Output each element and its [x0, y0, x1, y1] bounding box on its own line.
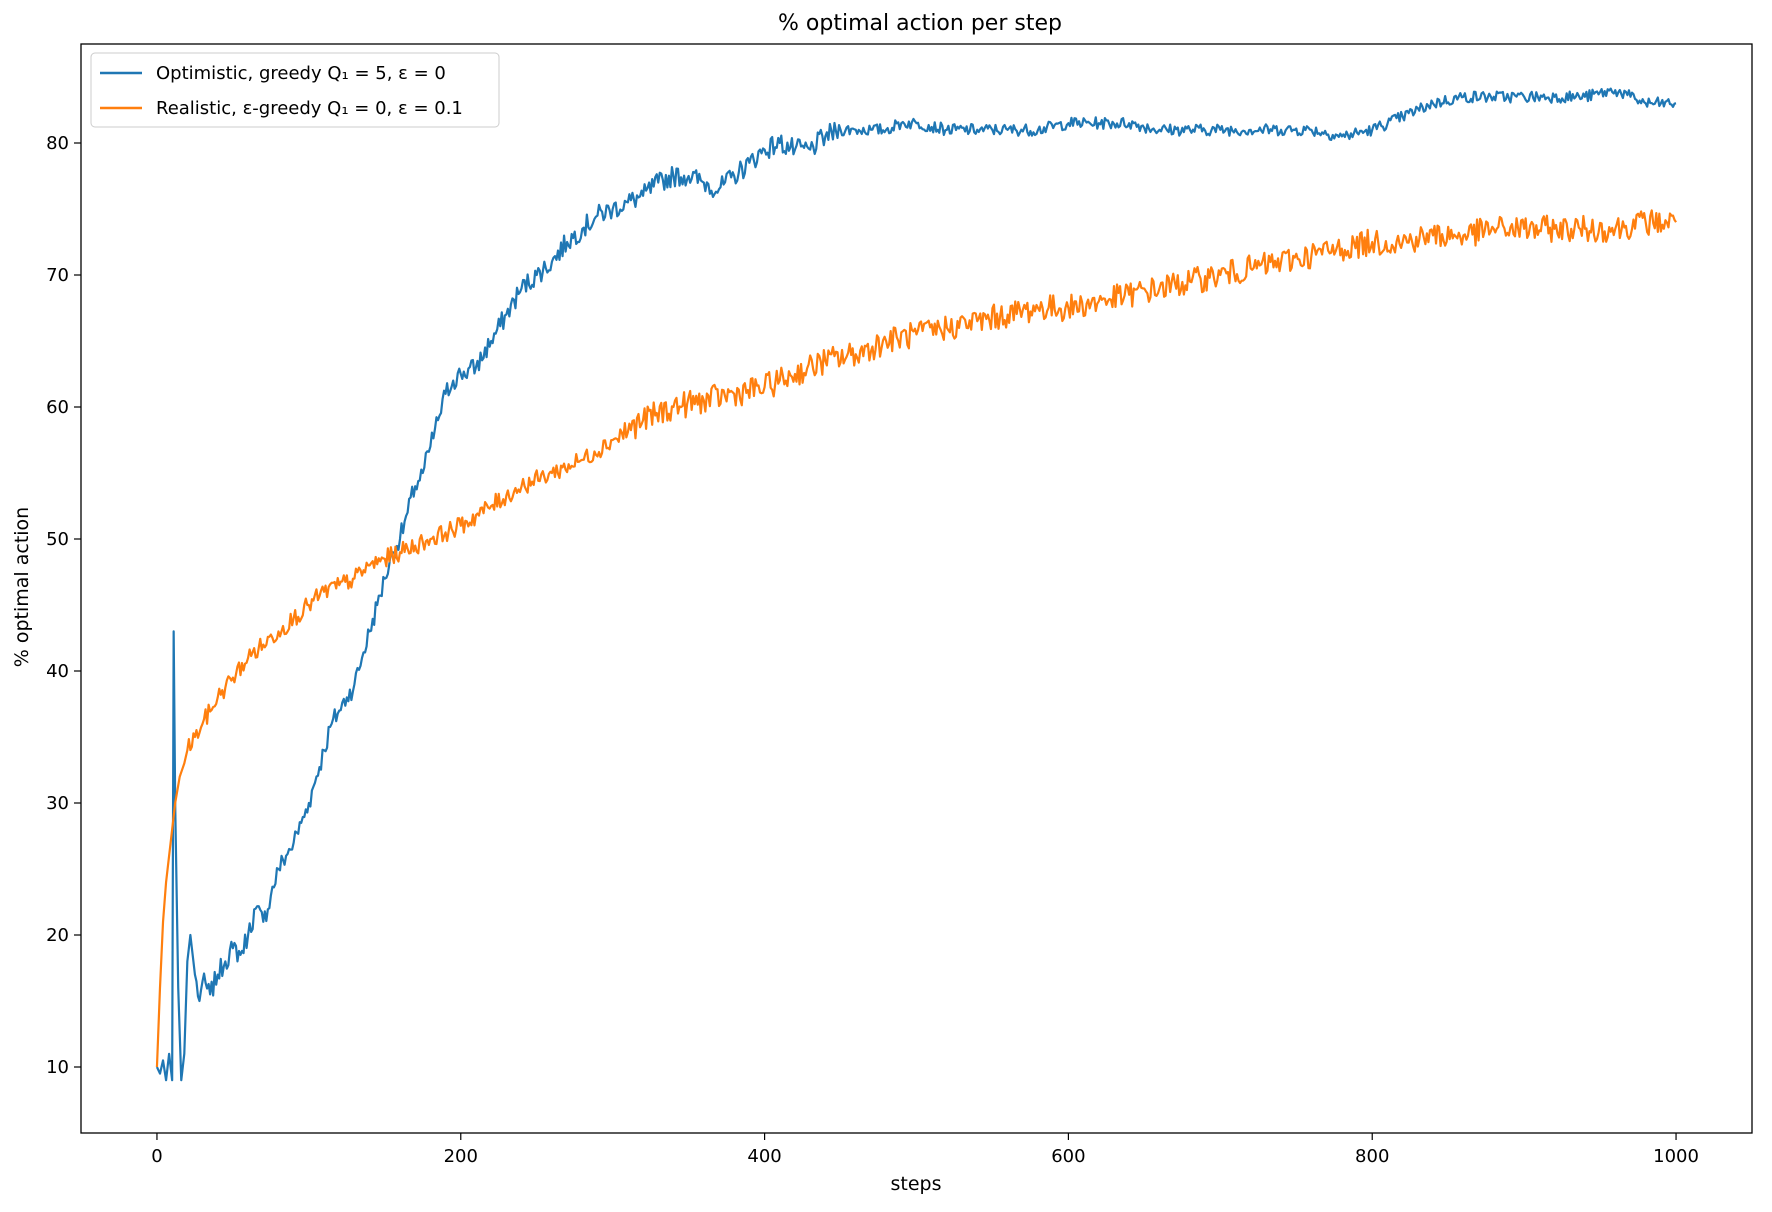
legend-label-optimistic: Optimistic, greedy Q₁ = 5, ε = 0	[156, 63, 446, 84]
legend: Optimistic, greedy Q₁ = 5, ε = 0 Realist…	[90, 52, 500, 128]
series-lines	[155, 87, 1677, 1082]
chart-title: % optimal action per step	[778, 11, 1062, 36]
y-tick-label: 20	[46, 925, 69, 946]
x-tick-label: 800	[1355, 1146, 1389, 1167]
y-tick-label: 10	[46, 1057, 69, 1078]
y-tick-label: 80	[46, 133, 69, 154]
y-axis-label: % optimal action	[11, 507, 33, 667]
y-tick-label: 70	[46, 265, 69, 286]
x-axis-label: steps	[891, 1173, 942, 1195]
x-tick-label: 200	[444, 1146, 478, 1167]
y-tick-label: 60	[46, 397, 69, 418]
y-tick-label: 40	[46, 661, 69, 682]
x-tick-label: 400	[747, 1146, 781, 1167]
x-tick-label: 0	[151, 1146, 162, 1167]
y-tick-label: 50	[46, 529, 69, 550]
plot-frame	[80, 43, 1753, 1134]
axes: 0 200 400 600 800 1000 10 20 30 40 50 60 70 80	[46, 133, 1699, 1167]
legend-label-realistic: Realistic, ε-greedy Q₁ = 0, ε = 0.1	[156, 98, 463, 119]
y-tick-label: 30	[46, 793, 69, 814]
series-line-realistic	[155, 209, 1677, 1068]
legend-box	[90, 52, 500, 128]
series-line-optimistic	[155, 87, 1677, 1082]
x-tick-label: 600	[1051, 1146, 1085, 1167]
x-tick-label: 1000	[1653, 1146, 1699, 1167]
